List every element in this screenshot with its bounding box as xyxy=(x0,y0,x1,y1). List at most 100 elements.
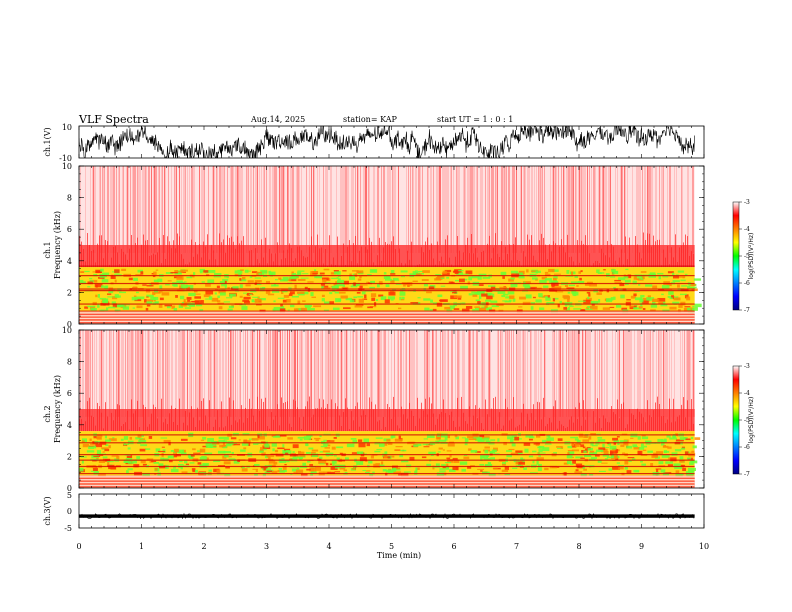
spec-blob xyxy=(96,450,102,454)
spec-blob xyxy=(122,306,130,310)
spec-stripe xyxy=(490,330,491,417)
spec-stripe xyxy=(519,330,520,417)
spec-stripe xyxy=(544,166,545,253)
spec-spike xyxy=(385,427,386,432)
spec-blob xyxy=(193,452,201,454)
spec-stripe xyxy=(412,166,413,253)
spec-blob xyxy=(627,274,632,279)
spec-spike xyxy=(605,255,606,268)
spec-spike xyxy=(79,419,80,432)
colorbar-ticklabel: -3 xyxy=(744,363,750,370)
spec-blob xyxy=(154,468,158,471)
spec-blob xyxy=(146,304,151,307)
spec-spike xyxy=(661,416,662,432)
spec-spike xyxy=(549,417,550,432)
spec-blob xyxy=(459,461,468,465)
spec-stripe xyxy=(484,330,485,417)
spec-stripe xyxy=(155,330,156,417)
spec-stripe xyxy=(137,166,138,253)
spec-blob xyxy=(454,435,458,438)
spec-blob xyxy=(89,277,93,280)
spec-stripe xyxy=(570,330,571,417)
spec-blob xyxy=(471,275,480,279)
spec-blob xyxy=(349,299,355,303)
spec-spike xyxy=(167,236,168,268)
spec-spike xyxy=(321,407,322,432)
spec-spike xyxy=(473,415,474,432)
spec-blob xyxy=(652,285,658,289)
spec-spike xyxy=(111,257,112,268)
spec-blob xyxy=(515,272,523,276)
spec-stripe xyxy=(427,166,428,253)
spec-blob xyxy=(278,468,283,470)
spec-blob xyxy=(669,437,678,440)
spec-blob xyxy=(626,470,632,474)
spec-blob xyxy=(158,464,164,467)
spec-blob xyxy=(580,309,586,312)
spec-stripe xyxy=(442,166,443,253)
spec-stripe xyxy=(289,330,290,417)
spec-stripe xyxy=(241,166,242,253)
spec-spike xyxy=(311,417,312,432)
spec-stripe xyxy=(347,166,348,253)
spec-blob xyxy=(190,455,195,457)
spec-blob xyxy=(530,464,537,467)
spec-stripe xyxy=(315,330,316,417)
spec-spike xyxy=(665,423,666,432)
spec-spike xyxy=(493,247,494,268)
spec-spike xyxy=(267,426,268,432)
spec-blob xyxy=(673,463,681,468)
spec-blob xyxy=(637,436,641,440)
spec-blob xyxy=(330,272,337,275)
spec-stripe xyxy=(644,330,645,417)
spec-blob xyxy=(314,269,317,273)
spec-blob xyxy=(582,466,586,469)
spec-spike xyxy=(689,255,690,268)
ch3-waveform-panel: 5 0 -5 ch.3(V) xyxy=(43,491,705,533)
spec-stripe xyxy=(230,330,231,417)
spec-stripe xyxy=(536,330,537,417)
spec-blob xyxy=(114,309,121,312)
spec-blob xyxy=(273,461,278,465)
spec-stripe xyxy=(665,330,666,417)
spec-spike xyxy=(689,429,690,432)
spec-blob xyxy=(577,280,585,284)
y-ticklabel: 0 xyxy=(67,320,72,329)
spec-blob xyxy=(158,450,166,453)
spec-blob xyxy=(398,435,401,440)
spec-blob xyxy=(589,305,598,310)
spec-stripe xyxy=(476,330,477,417)
spec-blob xyxy=(544,467,549,471)
spec-spike xyxy=(135,243,136,268)
spec-spike xyxy=(481,423,482,432)
spec-spike xyxy=(243,422,244,432)
spec-blob xyxy=(321,277,329,281)
spec-stripe xyxy=(336,166,337,253)
spec-stripe xyxy=(447,166,448,253)
spec-stripe xyxy=(456,166,457,253)
spec-blob xyxy=(421,279,429,281)
spec-blob xyxy=(606,456,614,459)
spec-spike xyxy=(97,243,98,268)
spec-spike xyxy=(607,421,608,432)
spec-blob xyxy=(641,435,646,437)
spec-stripe xyxy=(652,166,653,253)
spec-stripe xyxy=(509,166,510,253)
spec-blob xyxy=(436,435,441,440)
spec-stripe xyxy=(99,166,100,253)
spec-blob xyxy=(352,283,361,286)
spec-spike xyxy=(635,236,636,268)
spec-blob xyxy=(161,446,165,448)
spec-spike xyxy=(433,258,434,268)
spec-blob xyxy=(369,473,374,477)
spec-blob xyxy=(400,276,406,278)
spec-blob xyxy=(441,464,447,467)
colorbar-ticklabel: -6 xyxy=(744,444,750,451)
spec-spike xyxy=(617,399,618,432)
spec-spike xyxy=(581,425,582,432)
spec-blob xyxy=(332,462,335,467)
spec-blob xyxy=(609,445,617,450)
spec-stripe xyxy=(305,330,306,417)
spec-blob xyxy=(506,434,515,437)
spec-stripe xyxy=(586,330,587,417)
